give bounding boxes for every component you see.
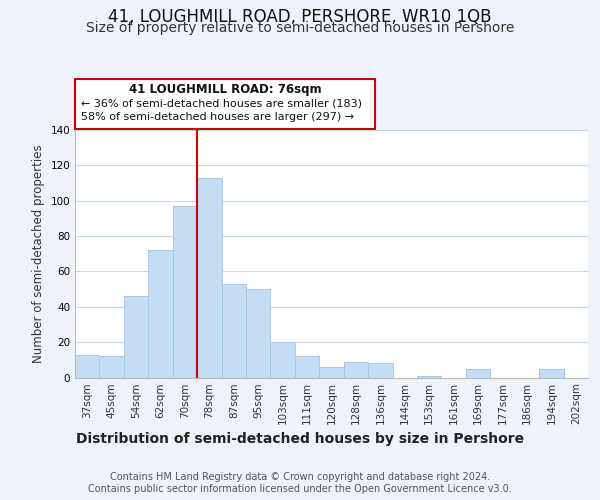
Text: Size of property relative to semi-detached houses in Pershore: Size of property relative to semi-detach… [86,21,514,35]
Text: Contains HM Land Registry data © Crown copyright and database right 2024.: Contains HM Land Registry data © Crown c… [110,472,490,482]
Bar [173,206,197,378]
Text: 41 LOUGHMILL ROAD: 76sqm: 41 LOUGHMILL ROAD: 76sqm [128,83,322,96]
Bar [466,368,490,378]
Bar [319,367,344,378]
Text: ← 36% of semi-detached houses are smaller (183): ← 36% of semi-detached houses are smalle… [81,98,362,108]
Bar [221,284,246,378]
Bar [368,364,392,378]
Text: Contains public sector information licensed under the Open Government Licence v3: Contains public sector information licen… [88,484,512,494]
Bar [148,250,173,378]
Y-axis label: Number of semi-detached properties: Number of semi-detached properties [32,144,45,363]
Text: 41, LOUGHMILL ROAD, PERSHORE, WR10 1QB: 41, LOUGHMILL ROAD, PERSHORE, WR10 1QB [108,8,492,26]
Bar [100,356,124,378]
Bar [75,354,100,378]
Bar [417,376,442,378]
Bar [344,362,368,378]
Bar [539,368,563,378]
Text: 58% of semi-detached houses are larger (297) →: 58% of semi-detached houses are larger (… [81,112,354,122]
Bar [295,356,319,378]
Bar [197,178,221,378]
Bar [271,342,295,378]
Bar [124,296,148,378]
Bar [246,289,271,378]
Text: Distribution of semi-detached houses by size in Pershore: Distribution of semi-detached houses by … [76,432,524,446]
